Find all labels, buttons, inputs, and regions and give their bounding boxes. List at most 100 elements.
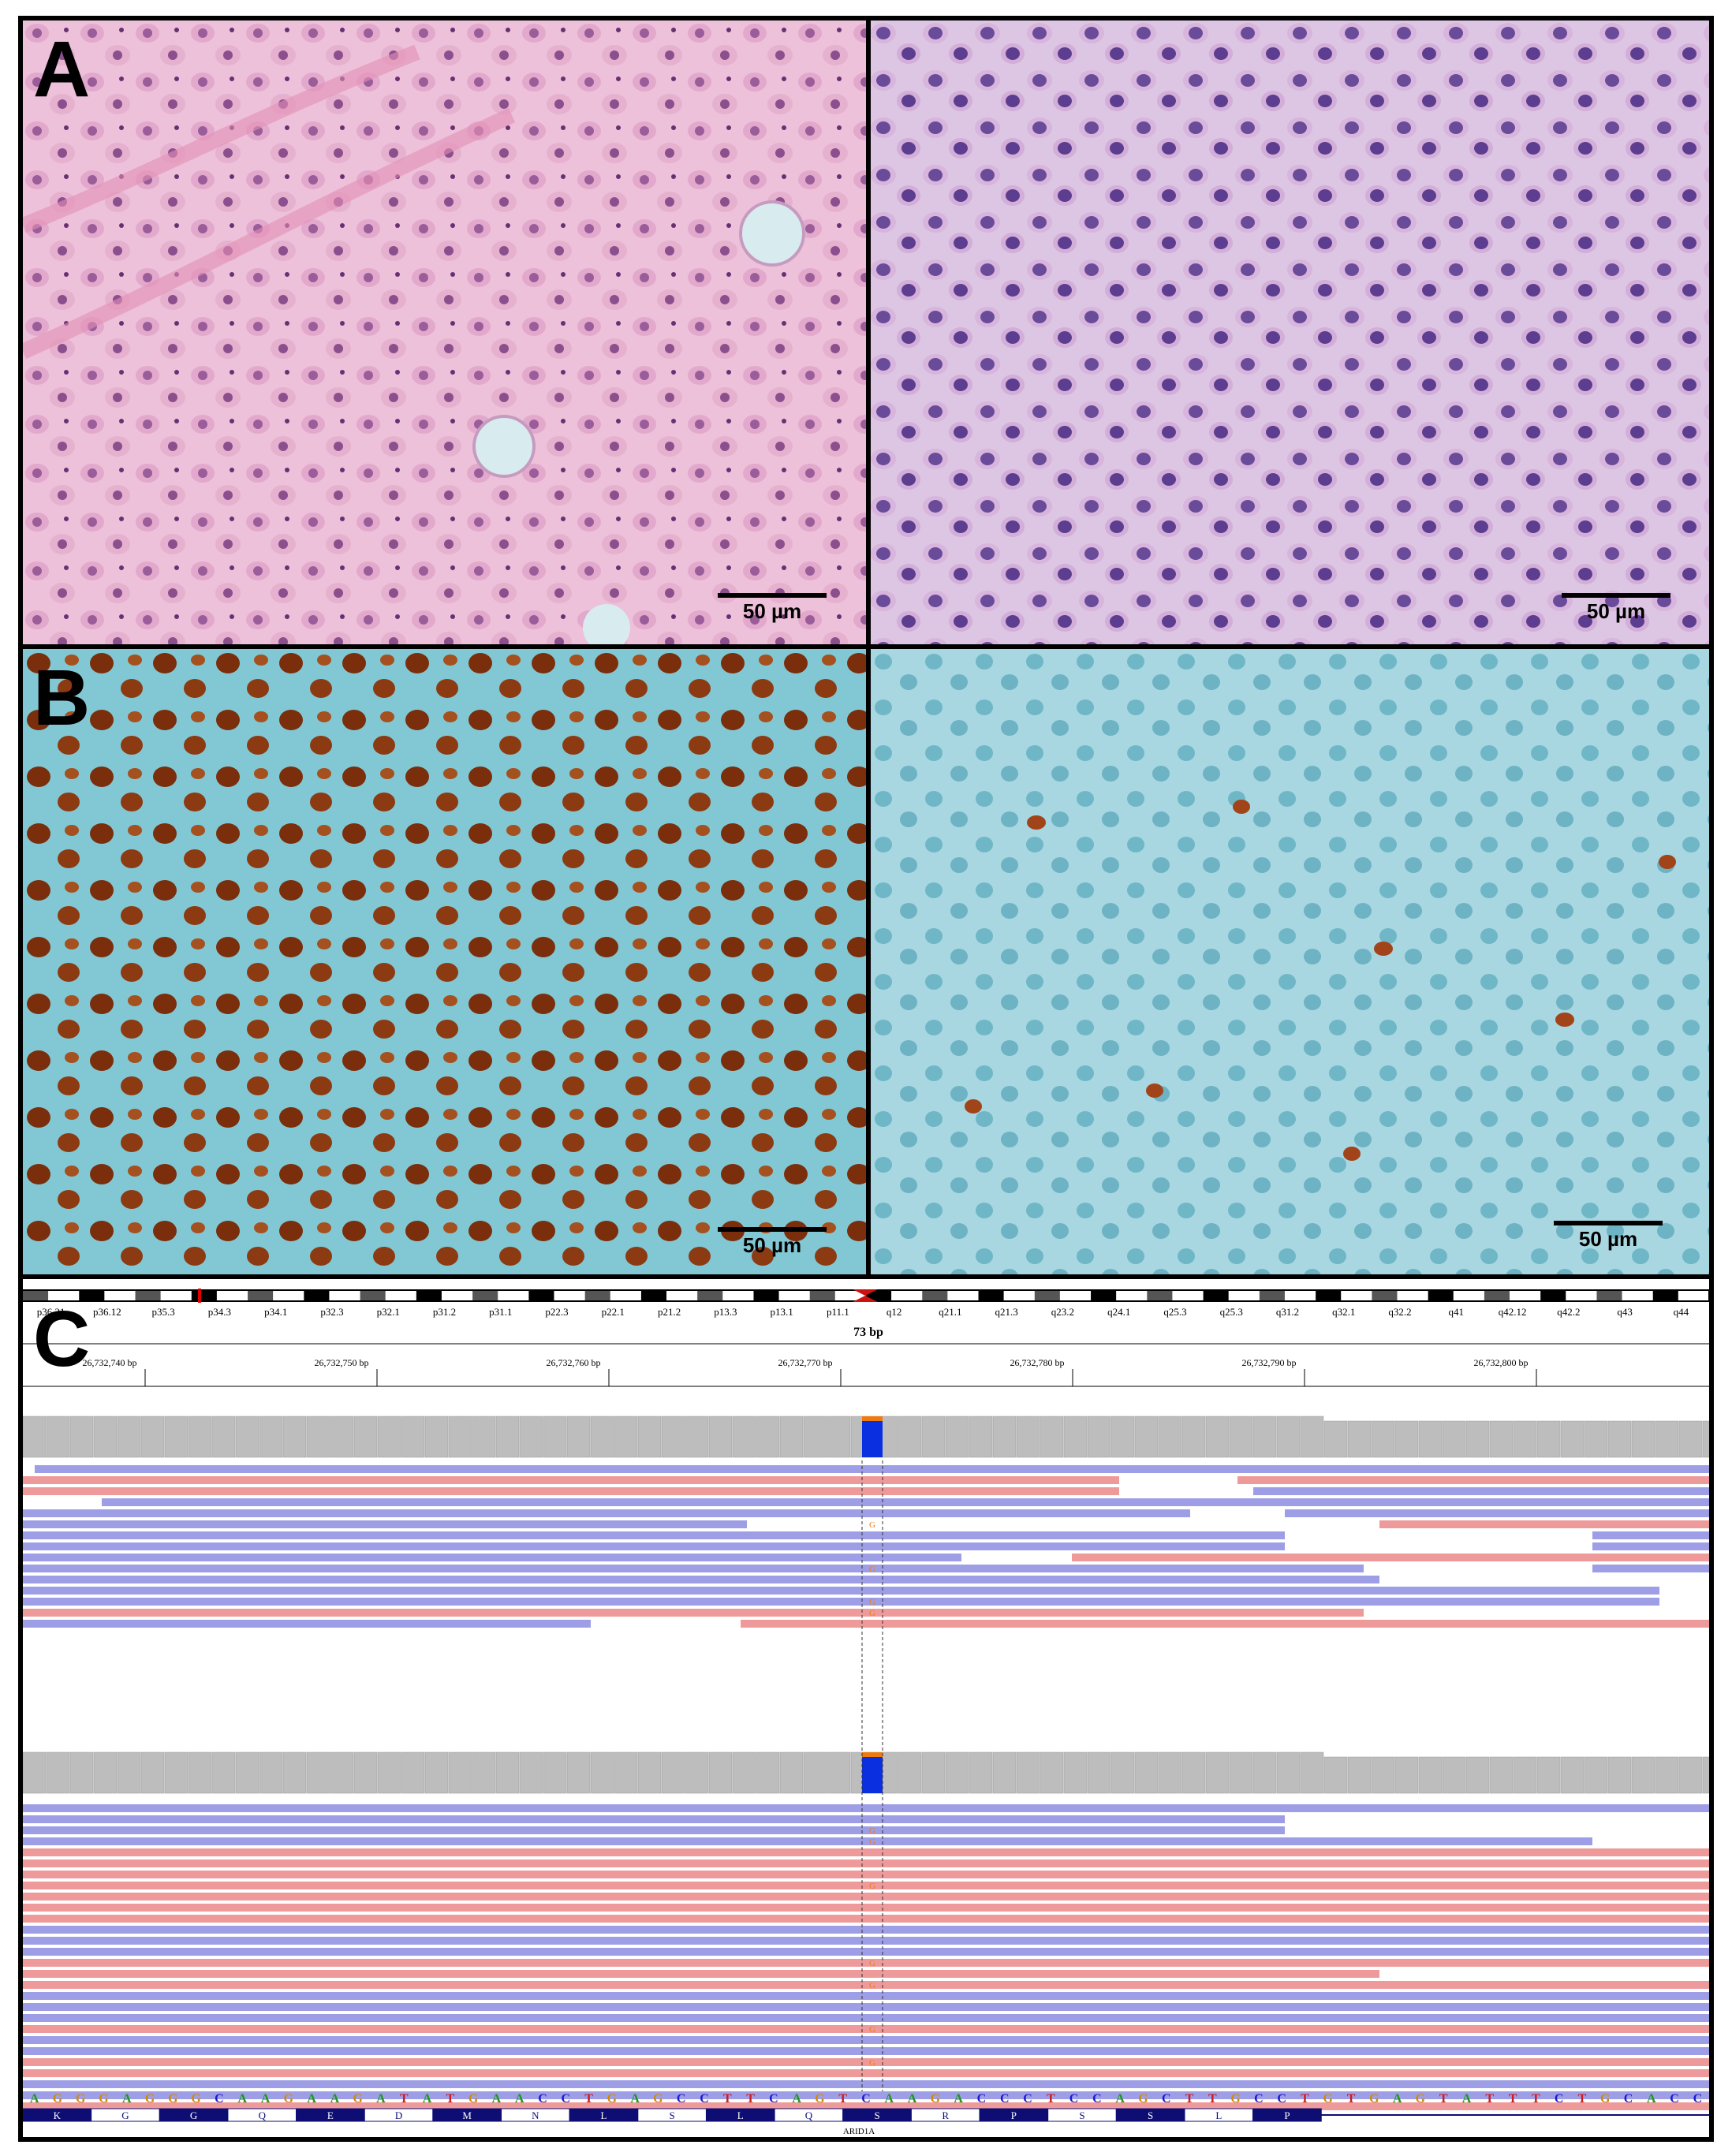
coverage-bar: [708, 1416, 733, 1458]
aligned-read: [102, 1498, 1709, 1506]
aligned-read: [23, 1598, 1659, 1606]
aligned-read: [23, 2014, 1709, 2022]
sequence-base: A: [885, 2092, 894, 2106]
cytoband: [528, 1291, 554, 1300]
coverage-bar: [685, 1751, 709, 1794]
mismatch-base: G: [869, 1609, 875, 1618]
coverage-bar: [661, 1416, 685, 1458]
sequence-base: G: [1369, 2092, 1379, 2106]
cytoband-label: q25.3: [1163, 1306, 1186, 1318]
cytoband: [191, 1291, 217, 1300]
sequence-base: T: [1509, 2092, 1517, 2106]
cytoband-label: p11.1: [827, 1306, 849, 1318]
sequence-base: G: [145, 2092, 155, 2106]
cytoband-label: p22.1: [602, 1306, 625, 1318]
amino-acid-label: G: [190, 2109, 197, 2121]
sequence-base: A: [330, 2092, 340, 2106]
sequence-base: C: [1624, 2092, 1633, 2106]
aligned-read: [23, 1531, 1285, 1539]
scale-bar-line: [718, 1227, 827, 1232]
cytoband-label: p34.1: [264, 1306, 287, 1318]
amino-acid-label: P: [1011, 2109, 1017, 2121]
coverage-bar: [732, 1416, 756, 1458]
cytoband-label: q32.1: [1332, 1306, 1355, 1318]
amino-acid-label: L: [737, 2109, 744, 2121]
sequence-base: T: [1578, 2092, 1587, 2106]
coverage-bar: [756, 1416, 780, 1458]
coverage-bar: [1371, 1756, 1395, 1794]
aligned-read: [23, 1565, 1364, 1572]
aligned-read: [23, 1487, 1119, 1495]
amino-acid-label: S: [670, 2109, 675, 2121]
sequence-base: G: [53, 2092, 63, 2106]
cytoband: [1428, 1291, 1454, 1300]
sequence-base: A: [630, 2092, 640, 2106]
coverage-bar: [1323, 1420, 1348, 1458]
cytoband: [135, 1291, 161, 1300]
gene-label: ARID1A: [843, 2127, 875, 2136]
coverage-bar: [921, 1416, 946, 1458]
coverage-bar: [1607, 1420, 1632, 1458]
sequence-base: G: [353, 2092, 363, 2106]
sequence-base: A: [1647, 2092, 1656, 2106]
mismatch-base: G: [869, 1837, 875, 1847]
coverage-bar: [969, 1416, 993, 1458]
coverage-bar: [1134, 1416, 1159, 1458]
centromere-marker: [853, 1289, 878, 1302]
coverage-bar: [448, 1416, 472, 1458]
coverage-bar: [661, 1751, 685, 1794]
cytoband: [1203, 1291, 1229, 1300]
sequence-base: C: [677, 2092, 686, 2106]
cytoband-label: p21.2: [658, 1306, 681, 1318]
ruler-label: 26,732,770 bp: [778, 1357, 833, 1368]
coverage-bar: [164, 1416, 189, 1458]
sequence-base: G: [191, 2092, 201, 2106]
mismatch-base: G: [869, 1959, 875, 1968]
ruler-label: 26,732,780 bp: [1010, 1357, 1065, 1368]
sequence-base: C: [538, 2092, 547, 2106]
ruler-label: 26,732,800 bp: [1474, 1357, 1529, 1368]
coverage-bar: [1442, 1756, 1466, 1794]
coverage-bar: [803, 1416, 827, 1458]
sequence-base: A: [908, 2092, 917, 2106]
coverage-bar: [898, 1751, 922, 1794]
sequence-base: C: [561, 2092, 570, 2106]
aligned-read: [23, 1915, 1709, 1923]
sequence-base: A: [1393, 2092, 1402, 2106]
coverage-bar: [1465, 1420, 1490, 1458]
scale-bar-label: 50 µm: [742, 599, 802, 623]
sequence-base: C: [1555, 2092, 1564, 2106]
cytoband: [753, 1291, 779, 1300]
mismatch-base: G: [869, 1882, 875, 1891]
coverage-bar: [779, 1416, 804, 1458]
sequence-base: C: [1254, 2092, 1264, 2106]
aligned-read: [23, 1970, 1379, 1978]
amino-acid-label: D: [395, 2109, 402, 2121]
coverage-bar: [1560, 1756, 1585, 1794]
coverage-bar: [1063, 1751, 1088, 1794]
cytoband: [1652, 1291, 1678, 1300]
aligned-read: [23, 1837, 1592, 1845]
amino-acid-label: Q: [805, 2109, 813, 2121]
mismatch-base: G: [869, 1981, 875, 1990]
coverage-bar: [945, 1751, 969, 1794]
coverage-bar: [1300, 1416, 1324, 1458]
sequence-base: T: [446, 2092, 454, 2106]
sequence-base: T: [723, 2092, 732, 2106]
cytoband: [1372, 1291, 1398, 1300]
amino-acid-label: G: [121, 2109, 129, 2121]
coverage-bar: [590, 1751, 614, 1794]
coverage-bar: [23, 1416, 47, 1458]
coverage-bar: [1584, 1756, 1608, 1794]
sequence-base: C: [700, 2092, 709, 2106]
sequence-base: T: [400, 2092, 409, 2106]
scale-bar-label: 50 µm: [1578, 1227, 1638, 1251]
coverage-bar: [1489, 1756, 1514, 1794]
sequence-base: C: [1000, 2092, 1010, 2106]
aligned-read: [23, 2058, 1709, 2066]
scale-bar-line: [718, 593, 827, 598]
panel-b-ihc-left: [18, 644, 871, 1279]
sequence-base: G: [1416, 2092, 1426, 2106]
ruler-label: 26,732,790 bp: [1242, 1357, 1297, 1368]
aligned-read: [23, 1948, 1709, 1956]
